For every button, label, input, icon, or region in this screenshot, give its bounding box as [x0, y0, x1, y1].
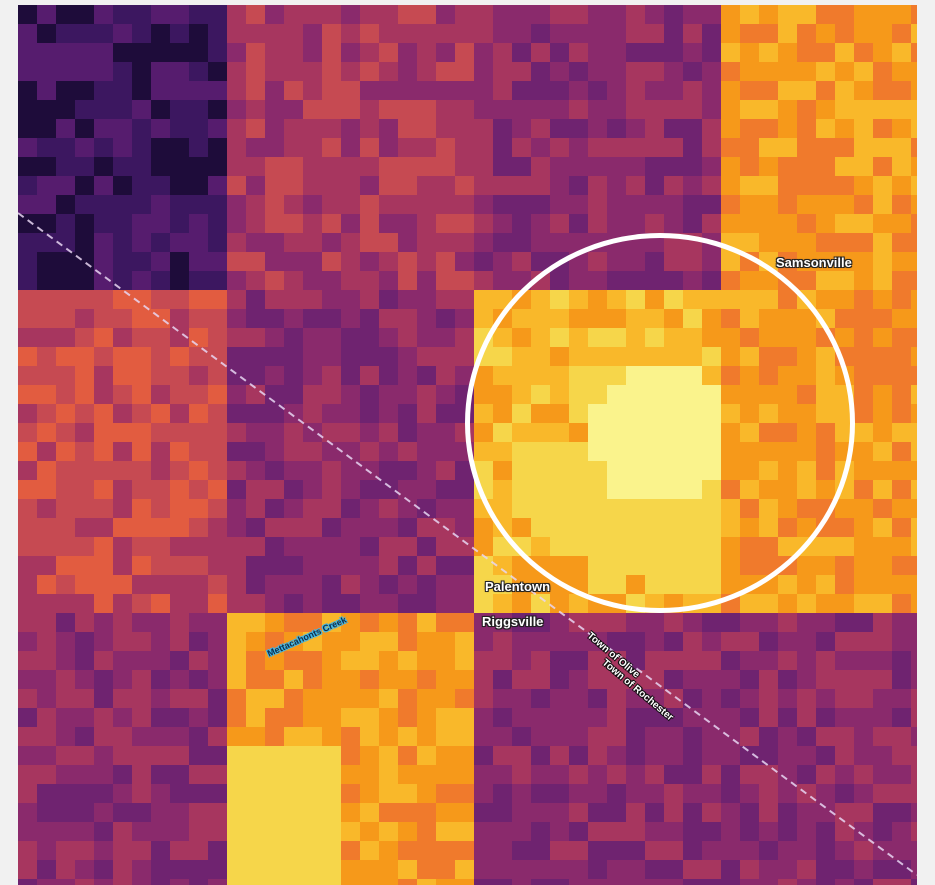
label-samsonville[interactable]: Samsonville: [776, 255, 852, 270]
town-boundary-line: [18, 212, 917, 876]
label-palentown[interactable]: Palentown: [485, 579, 551, 594]
map-overlay: [18, 212, 917, 876]
label-riggsville[interactable]: Riggsville: [482, 614, 544, 629]
heatmap-grid: [18, 5, 917, 885]
map-canvas[interactable]: Samsonville Palentown Riggsville Town of…: [18, 5, 917, 885]
